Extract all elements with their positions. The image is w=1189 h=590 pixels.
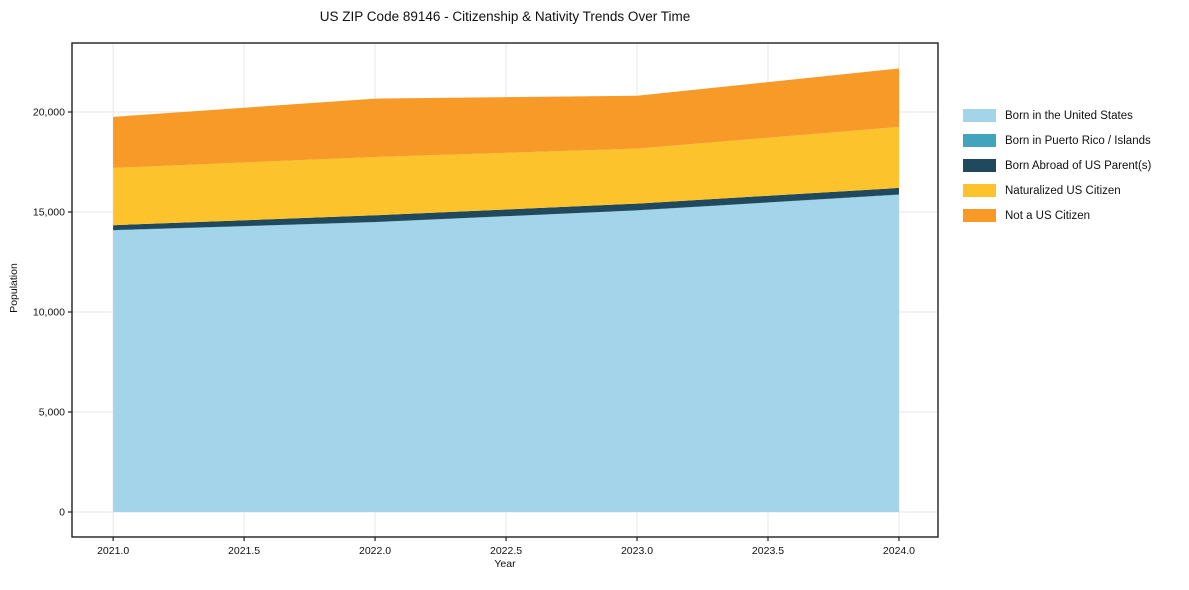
svg-text:2021.5: 2021.5 — [228, 545, 260, 557]
x-axis-label: Year — [494, 558, 516, 570]
svg-text:0: 0 — [59, 507, 65, 519]
legend-item: Born Abroad of US Parent(s) — [963, 153, 1151, 178]
y-axis-label: Population — [8, 263, 20, 313]
legend-swatch — [963, 184, 996, 197]
svg-text:2022.0: 2022.0 — [359, 545, 391, 557]
svg-text:2024.0: 2024.0 — [883, 545, 915, 557]
svg-text:2022.5: 2022.5 — [490, 545, 522, 557]
svg-text:2021.0: 2021.0 — [97, 545, 129, 557]
legend-item: Naturalized US Citizen — [963, 178, 1151, 203]
chart-title: US ZIP Code 89146 - Citizenship & Nativi… — [319, 9, 691, 24]
legend-swatch — [963, 109, 996, 122]
svg-text:5,000: 5,000 — [39, 407, 65, 419]
svg-text:10,000: 10,000 — [33, 307, 65, 319]
legend-swatch — [963, 134, 996, 147]
legend-item: Born in the United States — [963, 103, 1151, 128]
legend-swatch — [963, 159, 996, 172]
legend-item: Born in Puerto Rico / Islands — [963, 128, 1151, 153]
legend-label: Born in Puerto Rico / Islands — [1005, 134, 1151, 147]
svg-text:15,000: 15,000 — [33, 207, 65, 219]
legend-item: Not a US Citizen — [963, 203, 1151, 228]
legend-label: Not a US Citizen — [1005, 209, 1091, 222]
legend-swatch — [963, 209, 996, 222]
legend: Born in the United States Born in Puerto… — [963, 103, 1151, 228]
svg-text:20,000: 20,000 — [33, 107, 65, 119]
svg-text:2023.0: 2023.0 — [621, 545, 653, 557]
legend-label: Born Abroad of US Parent(s) — [1005, 159, 1152, 172]
svg-text:2023.5: 2023.5 — [752, 545, 784, 557]
legend-label: Born in the United States — [1005, 109, 1133, 122]
legend-label: Naturalized US Citizen — [1005, 184, 1121, 197]
